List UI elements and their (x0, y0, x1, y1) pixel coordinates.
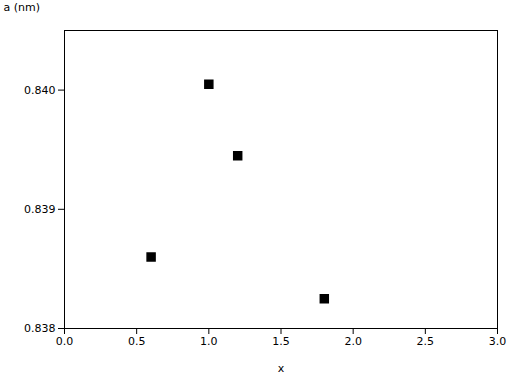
svg-text:1.0: 1.0 (200, 335, 218, 348)
svg-text:3.0: 3.0 (489, 335, 507, 348)
svg-text:0.0: 0.0 (56, 335, 74, 348)
svg-text:0.839: 0.839 (24, 203, 56, 216)
svg-text:1.5: 1.5 (272, 335, 290, 348)
svg-text:0.838: 0.838 (24, 322, 56, 335)
svg-text:2.0: 2.0 (344, 335, 362, 348)
svg-text:0.5: 0.5 (128, 335, 146, 348)
svg-text:a (nm): a (nm) (4, 1, 41, 14)
svg-text:0.840: 0.840 (24, 84, 56, 97)
svg-text:x: x (278, 362, 285, 375)
svg-text:2.5: 2.5 (417, 335, 435, 348)
